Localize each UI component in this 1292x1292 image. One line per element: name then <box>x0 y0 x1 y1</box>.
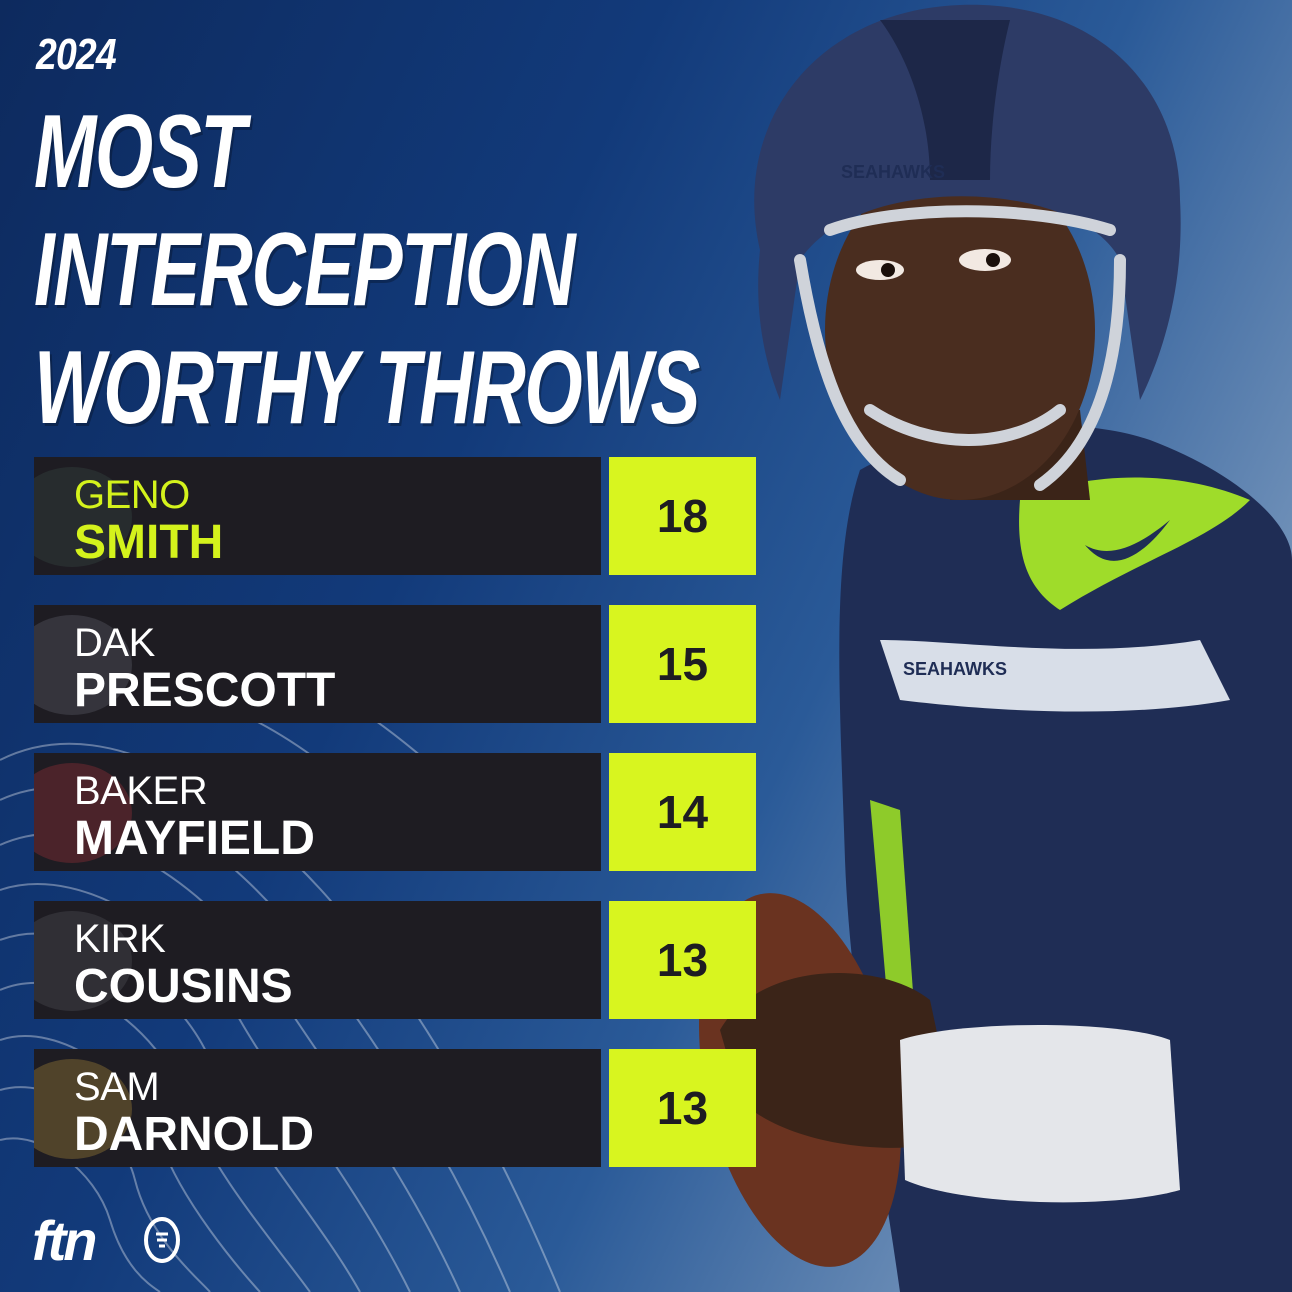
player-name-bar: BAKER MAYFIELD <box>34 753 601 871</box>
title-line-1: MOST <box>34 94 246 210</box>
jersey-wordmark: SEAHAWKS <box>903 659 1007 679</box>
player-first-name: KIRK <box>74 917 166 961</box>
player-first-name: DAK <box>74 621 155 665</box>
team-logo-icon <box>34 615 132 715</box>
year-label: 2024 <box>36 30 117 79</box>
team-logo-icon <box>34 1059 132 1159</box>
stat-value: 13 <box>609 1049 756 1167</box>
ranking-row: BAKER MAYFIELD 14 <box>34 753 756 871</box>
player-last-name: COUSINS <box>74 960 293 1013</box>
stat-value: 13 <box>609 901 756 1019</box>
stat-value: 15 <box>609 605 756 723</box>
stat-value: 14 <box>609 753 756 871</box>
helmet-wordmark: SEAHAWKS <box>841 162 945 182</box>
player-first-name: BAKER <box>74 769 208 813</box>
ranking-row: KIRK COUSINS 13 <box>34 901 756 1019</box>
player-first-name: SAM <box>74 1065 160 1109</box>
team-logo-icon <box>34 467 132 567</box>
ftn-football-icon <box>144 1217 180 1263</box>
player-name-bar: SAM DARNOLD <box>34 1049 601 1167</box>
player-first-name: GENO <box>74 473 190 517</box>
player-name-bar: DAK PRESCOTT <box>34 605 601 723</box>
player-name-bar: GENO SMITH <box>34 457 601 575</box>
player-name-bar: KIRK COUSINS <box>34 901 601 1019</box>
title-line-3: WORTHY THROWS <box>34 330 700 446</box>
ftn-logo: ftn <box>32 1209 97 1272</box>
player-last-name: SMITH <box>74 516 224 569</box>
ranking-list: GENO SMITH 18 DAK PRESCOTT 15 BAKER MAYF… <box>34 457 756 1197</box>
ranking-row: GENO SMITH 18 <box>34 457 756 575</box>
title-line-2: INTERCEPTION <box>34 212 576 328</box>
player-last-name: MAYFIELD <box>74 812 315 865</box>
stat-value: 18 <box>609 457 756 575</box>
player-last-name: PRESCOTT <box>74 664 336 717</box>
ranking-row: SAM DARNOLD 13 <box>34 1049 756 1167</box>
player-last-name: DARNOLD <box>74 1108 314 1161</box>
team-logo-icon <box>34 763 132 863</box>
ranking-row: DAK PRESCOTT 15 <box>34 605 756 723</box>
team-logo-icon <box>34 911 132 1011</box>
